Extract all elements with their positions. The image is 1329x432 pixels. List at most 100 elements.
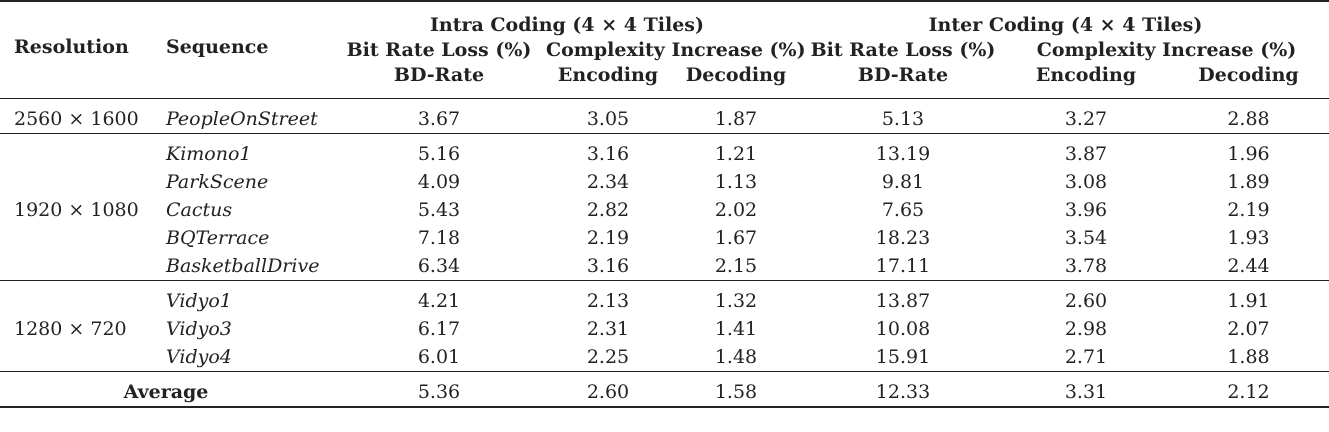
- header-spacer: [160, 1, 332, 36]
- value-cell: 3.67: [417, 108, 461, 130]
- value-cell: 5.43: [417, 199, 461, 221]
- value-cell: 2.19: [1227, 199, 1270, 221]
- average-label: Average: [123, 381, 209, 403]
- table-row: 2560 × 1600 PeopleOnStreet 3.67 3.05 1.8…: [0, 98, 1329, 134]
- value-cell: 2.15: [714, 255, 758, 277]
- value-cell: 3.78: [1064, 255, 1108, 277]
- value-cell: 4.09: [417, 171, 461, 193]
- value-cell: 4.21: [417, 290, 461, 312]
- value-cell: 3.54: [1064, 227, 1108, 249]
- sequence-header: Sequence: [166, 36, 269, 58]
- value-cell: 3.87: [1064, 143, 1108, 165]
- value-cell: 10.08: [875, 318, 931, 340]
- value-cell: 1.32: [714, 290, 758, 312]
- sequence-cell: BasketballDrive: [166, 255, 320, 277]
- table-body: 2560 × 1600 PeopleOnStreet 3.67 3.05 1.8…: [0, 98, 1329, 407]
- value-cell: 6.17: [417, 318, 461, 340]
- value-cell: 2.02: [714, 199, 758, 221]
- value-cell: 2.88: [1227, 108, 1270, 130]
- value-cell: 2.98: [1064, 318, 1108, 340]
- value-cell: 3.16: [586, 143, 630, 165]
- value-cell: 3.16: [586, 255, 630, 277]
- resolution-cell: 1920 × 1080: [14, 199, 139, 221]
- value-cell: 2.60: [1064, 290, 1108, 312]
- sequence-cell: Kimono1: [166, 143, 252, 165]
- value-cell: 7.65: [881, 199, 925, 221]
- value-cell: 13.19: [875, 143, 931, 165]
- average-value-cell: 12.33: [875, 381, 931, 403]
- sequence-cell: Vidyo1: [166, 290, 232, 312]
- value-cell: 1.96: [1227, 143, 1270, 165]
- value-cell: 1.93: [1227, 227, 1270, 249]
- table-row: Vidyo4 6.01 2.25 1.48 15.91 2.71 1.88: [0, 343, 1329, 372]
- table-row: BasketballDrive 6.34 3.16 2.15 17.11 3.7…: [0, 252, 1329, 281]
- table-row: 1920 × 1080 Kimono1 5.16 3.16 1.21 13.19…: [0, 133, 1329, 221]
- sequence-cell: Vidyo3: [166, 318, 232, 340]
- value-cell: 9.81: [881, 171, 925, 193]
- value-cell: 3.08: [1064, 171, 1108, 193]
- intra-encoding-header: Encoding: [557, 64, 659, 86]
- value-cell: 17.11: [875, 255, 931, 277]
- inter-encoding-header: Encoding: [1035, 64, 1137, 86]
- value-cell: 6.01: [417, 346, 461, 368]
- value-cell: 15.91: [875, 346, 931, 368]
- value-cell: 6.34: [417, 255, 461, 277]
- value-cell: 1.41: [714, 318, 758, 340]
- average-value-cell: 1.58: [714, 381, 758, 403]
- value-cell: 1.67: [714, 227, 758, 249]
- value-cell: 7.18: [417, 227, 461, 249]
- sequence-cell: BQTerrace: [166, 227, 270, 249]
- value-cell: 1.87: [714, 108, 758, 130]
- value-cell: 2.07: [1227, 318, 1270, 340]
- value-cell: 1.89: [1227, 171, 1270, 193]
- sequence-cell: PeopleOnStreet: [166, 108, 318, 130]
- value-cell: 5.16: [417, 143, 461, 165]
- intra-decoding-header: Decoding: [685, 64, 787, 86]
- table-row: 1280 × 720 Vidyo1 4.21 2.13 1.32 13.87 2…: [0, 280, 1329, 340]
- resolution-cell: 2560 × 1600: [14, 108, 139, 130]
- value-cell: 18.23: [875, 227, 931, 249]
- average-value-cell: 2.12: [1227, 381, 1270, 403]
- value-cell: 2.13: [586, 290, 630, 312]
- value-cell: 2.44: [1227, 255, 1270, 277]
- intra-complexity-header: Complexity Increase (%): [546, 39, 806, 61]
- intra-bdrate-header: BD-Rate: [393, 64, 485, 86]
- intra-bitrate-loss-header: Bit Rate Loss (%): [346, 39, 532, 61]
- average-value-cell: 2.60: [586, 381, 630, 403]
- value-cell: 2.34: [586, 171, 630, 193]
- value-cell: 3.05: [586, 108, 630, 130]
- header-spacer: [0, 1, 160, 36]
- value-cell: 2.25: [586, 346, 630, 368]
- value-cell: 1.88: [1227, 346, 1270, 368]
- average-row: Average 5.36 2.60 1.58 12.33 3.31 2.12: [0, 371, 1329, 407]
- table-row: Vidyo3 6.17 2.31 1.41 10.08 2.98 2.07: [0, 315, 1329, 343]
- value-cell: 1.21: [714, 143, 758, 165]
- value-cell: 1.48: [714, 346, 758, 368]
- value-cell: 2.82: [586, 199, 630, 221]
- value-cell: 1.91: [1227, 290, 1270, 312]
- resolution-header: Resolution: [14, 36, 129, 58]
- value-cell: 5.13: [881, 108, 925, 130]
- value-cell: 3.27: [1064, 108, 1108, 130]
- results-table: Intra Coding (4 × 4 Tiles) Inter Coding …: [0, 1, 1329, 407]
- inter-complexity-header: Complexity Increase (%): [1036, 39, 1297, 61]
- intra-group-header: Intra Coding (4 × 4 Tiles): [430, 14, 704, 36]
- table-header: Intra Coding (4 × 4 Tiles) Inter Coding …: [0, 1, 1329, 99]
- sequence-cell: Vidyo4: [166, 346, 232, 368]
- inter-bdrate-header: BD-Rate: [857, 64, 949, 86]
- sequence-cell: ParkScene: [166, 171, 269, 193]
- value-cell: 2.71: [1064, 346, 1108, 368]
- sequence-cell: Cactus: [166, 199, 233, 221]
- inter-decoding-header: Decoding: [1198, 64, 1299, 86]
- value-cell: 1.13: [714, 171, 758, 193]
- value-cell: 2.31: [586, 318, 630, 340]
- average-value-cell: 5.36: [417, 381, 461, 403]
- average-value-cell: 3.31: [1064, 381, 1108, 403]
- table-row: BQTerrace 7.18 2.19 1.67 18.23 3.54 1.93: [0, 224, 1329, 252]
- inter-bitrate-loss-header: Bit Rate Loss (%): [810, 39, 996, 61]
- table-row: ParkScene 4.09 2.34 1.13 9.81 3.08 1.89: [0, 168, 1329, 196]
- value-cell: 3.96: [1064, 199, 1108, 221]
- value-cell: 13.87: [875, 290, 931, 312]
- resolution-cell: 1280 × 720: [14, 318, 127, 340]
